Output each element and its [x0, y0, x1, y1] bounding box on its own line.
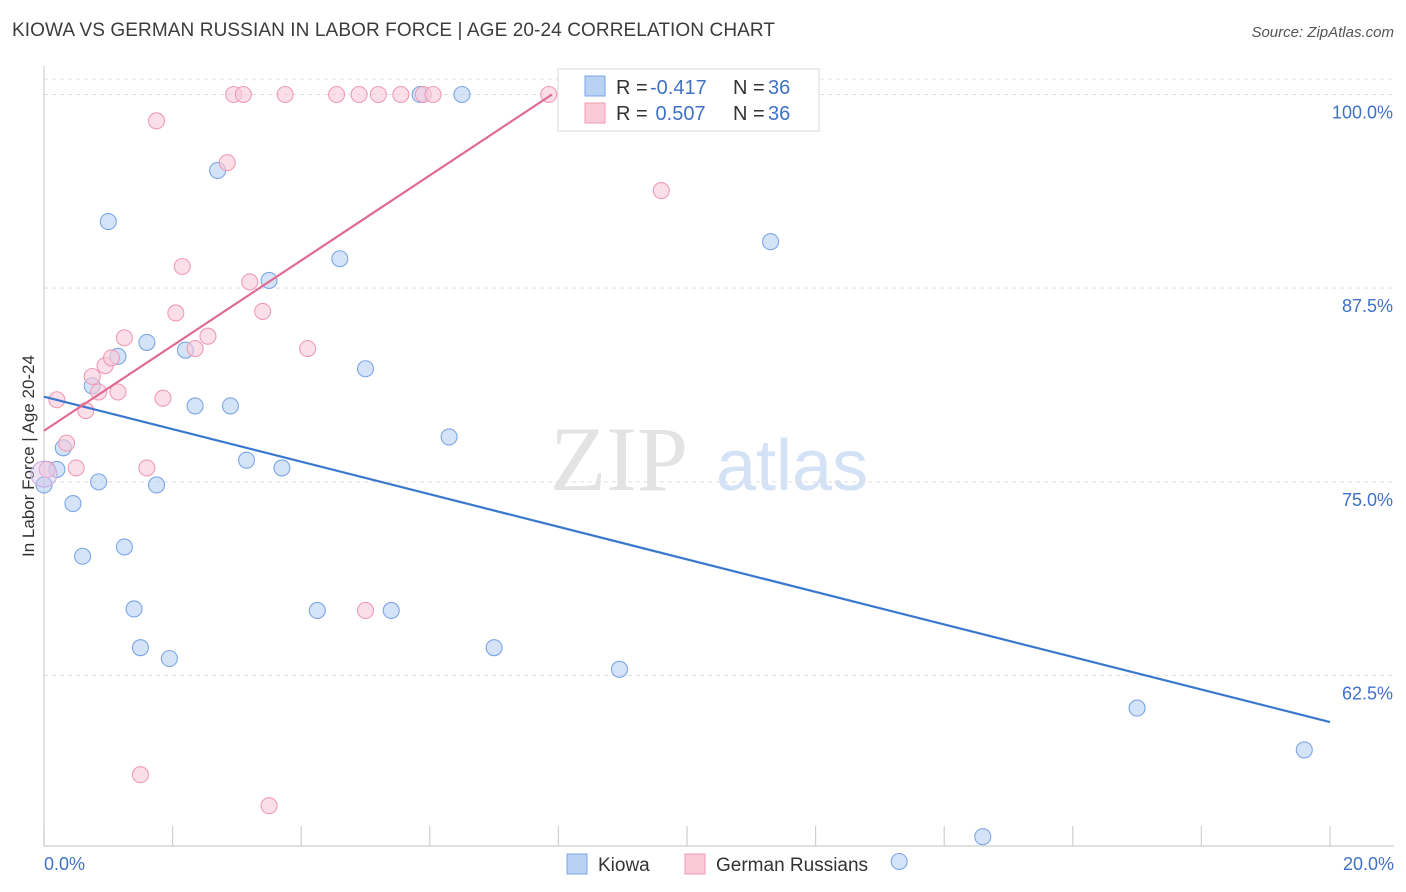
- y-tick-label: 75.0%: [1342, 490, 1393, 510]
- german-russians-point: [392, 85, 410, 104]
- german-russians-point: [173, 257, 191, 276]
- legend-r-label-1: R =: [616, 77, 648, 99]
- kiowa-point: [186, 397, 204, 415]
- german-russians-point: [218, 154, 236, 172]
- kiowa-point: [221, 397, 240, 415]
- legend-swatch-kiowa: [584, 75, 606, 97]
- data-points: [30, 85, 1313, 871]
- kiowa-point: [138, 333, 156, 351]
- kiowa-point: [273, 459, 291, 477]
- german-russians-point: [57, 434, 76, 452]
- kiowa-point: [762, 233, 780, 251]
- chart-title: KIOWA VS GERMAN RUSSIAN IN LABOR FORCE |…: [12, 20, 776, 41]
- kiowa-point: [147, 476, 166, 494]
- bottom-legend-label-german-russians: German Russians: [716, 855, 868, 876]
- kiowa-point: [99, 213, 117, 231]
- german-russians-point: [102, 349, 121, 367]
- bottom-legend-swatch-german-russians: [684, 853, 706, 875]
- y-tick-labels: 100.0% 87.5% 75.0% 62.5%: [1332, 102, 1393, 703]
- german-russians-point: [276, 85, 294, 104]
- overlap-point: [30, 460, 58, 488]
- watermark-atlas: atlas: [716, 426, 868, 506]
- legend-r-value-2: 0.507: [650, 103, 706, 125]
- legend-n-value-1: 36: [768, 77, 790, 99]
- legend-r-label-2: R =: [616, 103, 648, 125]
- german-russians-point: [241, 273, 259, 291]
- german-russians-point: [652, 182, 670, 200]
- kiowa-point: [890, 852, 908, 871]
- german-russians-point: [199, 327, 217, 345]
- bottom-legend-label-kiowa: Kiowa: [598, 855, 650, 876]
- kiowa-point: [237, 451, 256, 469]
- german-russians-point: [167, 304, 185, 322]
- kiowa-point: [64, 495, 82, 513]
- german-russians-point: [131, 766, 149, 784]
- y-axis-label: In Labor Force | Age 20-24: [19, 355, 38, 557]
- kiowa-point: [974, 828, 992, 846]
- x-ticks: [43, 826, 1331, 846]
- kiowa-point: [440, 428, 458, 446]
- kiowa-point: [331, 250, 349, 268]
- bottom-legend-swatch-kiowa: [566, 853, 588, 875]
- german-russians-point: [424, 85, 442, 104]
- kiowa-point: [1128, 699, 1146, 717]
- kiowa-point: [115, 538, 133, 556]
- watermark-zip: ZIP: [550, 408, 688, 510]
- german-russians-point: [154, 389, 172, 407]
- german-russians-point: [147, 112, 166, 130]
- legend-n-value-2: 36: [768, 103, 790, 125]
- german-russians-point: [138, 459, 156, 477]
- kiowa-point: [131, 639, 149, 657]
- grid-lines: [44, 78, 1394, 677]
- german-russians-point: [328, 85, 346, 104]
- y-tick-label: 100.0%: [1332, 102, 1393, 122]
- kiowa-point: [74, 547, 92, 565]
- trend-lines: [43, 93, 1331, 724]
- kiowa-point: [160, 649, 178, 668]
- german-russians-point: [260, 797, 278, 815]
- x-tick-label-max: 20.0%: [1343, 854, 1394, 874]
- german-russians-point: [350, 85, 368, 104]
- german-russians-point: [67, 459, 85, 477]
- legend-n-label-1: N =: [733, 77, 765, 99]
- german-russians-trend-line: [43, 93, 553, 432]
- kiowa-point: [453, 85, 471, 104]
- german-russians-point: [254, 302, 272, 320]
- kiowa-point: [382, 601, 400, 620]
- kiowa-trend-line: [43, 395, 1331, 724]
- legend: R = -0.417 N = 36 R = 0.507 N = 36: [557, 68, 820, 132]
- german-russians-point: [83, 367, 101, 386]
- kiowa-point: [610, 660, 629, 678]
- german-russians-point: [356, 601, 375, 620]
- source-label: Source: ZipAtlas.com: [1251, 24, 1394, 41]
- german-russians-point: [115, 329, 133, 347]
- german-russians-point: [369, 85, 387, 104]
- bottom-legend: Kiowa German Russians: [566, 853, 868, 876]
- legend-r-value-1: -0.417: [650, 77, 707, 99]
- x-tick-label-min: 0.0%: [44, 854, 85, 874]
- kiowa-point: [308, 601, 326, 620]
- axes: [43, 66, 1394, 847]
- legend-swatch-german-russians: [584, 102, 606, 124]
- y-tick-label: 62.5%: [1342, 684, 1393, 704]
- legend-n-label-2: N =: [733, 103, 765, 125]
- german-russians-point: [186, 340, 204, 358]
- german-russians-point: [299, 340, 317, 358]
- y-tick-label: 87.5%: [1342, 296, 1393, 316]
- german-russians-point: [234, 85, 252, 104]
- kiowa-point: [90, 473, 108, 491]
- kiowa-point: [125, 600, 143, 618]
- kiowa-point: [356, 360, 375, 378]
- kiowa-point: [485, 639, 503, 657]
- german-russians-point: [109, 383, 127, 401]
- kiowa-point: [1295, 741, 1313, 759]
